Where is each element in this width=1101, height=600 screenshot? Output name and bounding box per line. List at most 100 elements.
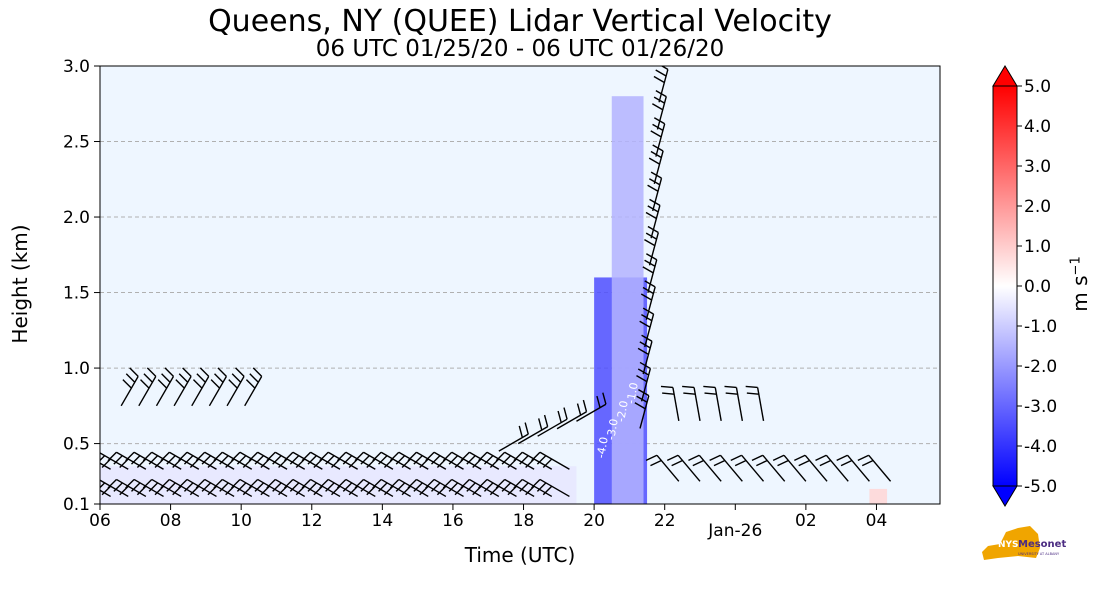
wind-barb bbox=[794, 454, 828, 482]
wind-barb bbox=[537, 407, 568, 437]
wind-barb bbox=[138, 367, 157, 407]
x-tick-label: Jan-26 bbox=[707, 521, 762, 541]
x-tick-label: 10 bbox=[230, 511, 252, 531]
wind-barb bbox=[160, 451, 200, 470]
wind-barb bbox=[857, 454, 892, 482]
wind-barb bbox=[751, 454, 786, 482]
colorbar-tick-label: -1.0 bbox=[1024, 317, 1057, 337]
colorbar-max-arrow bbox=[992, 65, 1018, 87]
wind-barb bbox=[836, 454, 870, 482]
gridlines bbox=[100, 141, 940, 445]
wind-barb bbox=[498, 422, 529, 452]
wind-barb bbox=[772, 454, 807, 482]
wind-barb bbox=[660, 385, 680, 422]
y-axis-label: Height (km) bbox=[8, 224, 32, 344]
wind-barb bbox=[208, 367, 228, 407]
contour-label: -3.0 bbox=[604, 418, 621, 441]
wind-barb bbox=[100, 489, 111, 498]
x-tick-label: 12 bbox=[301, 511, 323, 531]
wind-barb bbox=[645, 454, 680, 482]
colorbar-tick-label: 4.0 bbox=[1024, 117, 1051, 137]
colorbar-tick-label: -4.0 bbox=[1024, 437, 1057, 457]
velocity-region bbox=[869, 488, 888, 504]
wind-barb bbox=[666, 454, 701, 482]
nys-mesonet-logo: NYS Mesonet UNIVERSITY AT ALBANY bbox=[982, 526, 1066, 560]
wind-barb bbox=[125, 478, 164, 498]
colorbar-label-exponent: −1 bbox=[1068, 256, 1084, 276]
y-tick-label: 1.0 bbox=[63, 359, 90, 379]
wind-barb bbox=[354, 478, 394, 498]
colorbar-tick-label: -2.0 bbox=[1024, 357, 1057, 377]
wind-barb bbox=[576, 392, 607, 422]
colorbar-tick-label: -3.0 bbox=[1024, 397, 1057, 417]
wind-barb bbox=[178, 451, 217, 470]
y-tick-label: 0.1 bbox=[63, 495, 90, 515]
wind-barb bbox=[556, 399, 588, 430]
colorbar-tick-label: 2.0 bbox=[1024, 197, 1051, 217]
wind-barb bbox=[530, 451, 570, 470]
y-tick-label: 2.0 bbox=[63, 208, 90, 228]
wind-barb bbox=[460, 451, 500, 470]
contour-label: -2.0 bbox=[614, 400, 631, 423]
colorbar-min-arrow bbox=[992, 485, 1018, 507]
colorbar-ticks: 5.0 4.0 3.0 2.0 1.0 0.0 -1.0 -2.0 -3.0 -4.0 -5.0 bbox=[1017, 77, 1057, 497]
wind-barb bbox=[173, 367, 192, 407]
plot-frame bbox=[99, 65, 941, 505]
colorbar-tick-label: -5.0 bbox=[1024, 477, 1057, 497]
x-axis: 06 08 10 12 14 16 18 20 22 Jan-26 02 04 bbox=[89, 504, 887, 541]
wind-barb bbox=[530, 478, 570, 498]
wind-barb bbox=[100, 462, 111, 470]
wind-barb bbox=[178, 478, 217, 498]
svg-text:Mesonet: Mesonet bbox=[1018, 539, 1066, 550]
x-tick-label: 20 bbox=[583, 511, 605, 531]
wind-barb bbox=[709, 454, 743, 482]
wind-barb bbox=[682, 385, 701, 422]
chart-title: Queens, NY (QUEE) Lidar Vertical Velocit… bbox=[208, 4, 832, 39]
x-tick-label: 18 bbox=[513, 511, 535, 531]
x-tick-label: 22 bbox=[654, 511, 676, 531]
y-tick-label: 0.5 bbox=[63, 435, 90, 455]
colorbar-tick-label: 3.0 bbox=[1024, 157, 1051, 177]
velocity-region bbox=[611, 96, 644, 504]
y-axis: 0.1 0.5 1.0 1.5 2.0 2.5 3.0 bbox=[63, 57, 100, 515]
wind-barb bbox=[517, 414, 549, 445]
wind-barb bbox=[160, 478, 200, 498]
svg-text:NYS: NYS bbox=[998, 540, 1019, 550]
velocity-field: -4.0-3.0-2.0-1.0 bbox=[100, 96, 888, 504]
wind-barb bbox=[724, 385, 744, 422]
wind-barb bbox=[425, 478, 464, 498]
wind-barb bbox=[730, 454, 765, 482]
wind-barb bbox=[120, 367, 139, 407]
wind-barb bbox=[688, 454, 722, 482]
colorbar-tick-label: 1.0 bbox=[1024, 237, 1051, 257]
y-tick-label: 1.5 bbox=[63, 284, 90, 304]
wind-barb bbox=[745, 385, 765, 422]
x-tick-label: 14 bbox=[372, 511, 394, 531]
colorbar-tick-label: 0.0 bbox=[1024, 277, 1051, 297]
y-tick-label: 3.0 bbox=[63, 57, 90, 77]
y-tick-label: 2.5 bbox=[63, 133, 90, 153]
wind-barb bbox=[495, 478, 535, 498]
colorbar bbox=[992, 85, 1018, 487]
wind-barb bbox=[155, 367, 175, 407]
x-tick-label: 04 bbox=[866, 511, 888, 531]
wind-barb bbox=[244, 367, 263, 407]
x-tick-label: 02 bbox=[795, 511, 817, 531]
x-tick-label: 06 bbox=[89, 511, 111, 531]
wind-barb bbox=[815, 454, 849, 482]
wind-barb bbox=[191, 367, 210, 407]
wind-barb bbox=[226, 367, 245, 407]
chart-subtitle: 06 UTC 01/25/20 - 06 UTC 01/26/20 bbox=[315, 36, 725, 62]
x-axis-label: Time (UTC) bbox=[464, 543, 576, 567]
colorbar-label-text: m s bbox=[1068, 275, 1092, 312]
wind-barb bbox=[107, 451, 147, 470]
svg-text:UNIVERSITY AT ALBANY: UNIVERSITY AT ALBANY bbox=[1018, 552, 1060, 556]
wind-barb bbox=[266, 451, 306, 470]
x-tick-label: 08 bbox=[160, 511, 182, 531]
wind-barb bbox=[513, 451, 553, 470]
wind-barbs bbox=[100, 66, 892, 498]
colorbar-tick-label: 5.0 bbox=[1024, 77, 1051, 97]
wind-barb bbox=[703, 385, 722, 422]
x-tick-label: 16 bbox=[442, 511, 464, 531]
